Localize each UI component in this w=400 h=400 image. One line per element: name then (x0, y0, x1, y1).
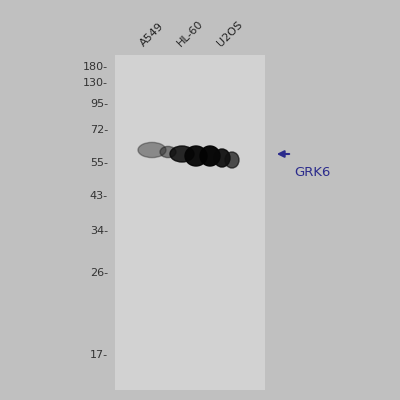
Ellipse shape (200, 146, 220, 166)
Text: 72-: 72- (90, 125, 108, 135)
Text: 34-: 34- (90, 226, 108, 236)
Text: 26-: 26- (90, 268, 108, 278)
Text: HL-60: HL-60 (175, 18, 205, 48)
Text: 95-: 95- (90, 99, 108, 109)
Text: GRK6: GRK6 (294, 166, 330, 179)
Ellipse shape (160, 146, 176, 158)
Text: A549: A549 (138, 20, 166, 48)
Ellipse shape (138, 142, 166, 158)
Text: 55-: 55- (90, 158, 108, 168)
Ellipse shape (185, 146, 207, 166)
Bar (115, 55, 265, 390)
Text: 130-: 130- (83, 78, 108, 88)
Text: 180-: 180- (83, 62, 108, 72)
Text: 43-: 43- (90, 191, 108, 201)
Ellipse shape (225, 152, 239, 168)
Ellipse shape (170, 146, 194, 162)
Text: U2OS: U2OS (215, 19, 244, 48)
Ellipse shape (214, 149, 230, 167)
Text: 17-: 17- (90, 350, 108, 360)
